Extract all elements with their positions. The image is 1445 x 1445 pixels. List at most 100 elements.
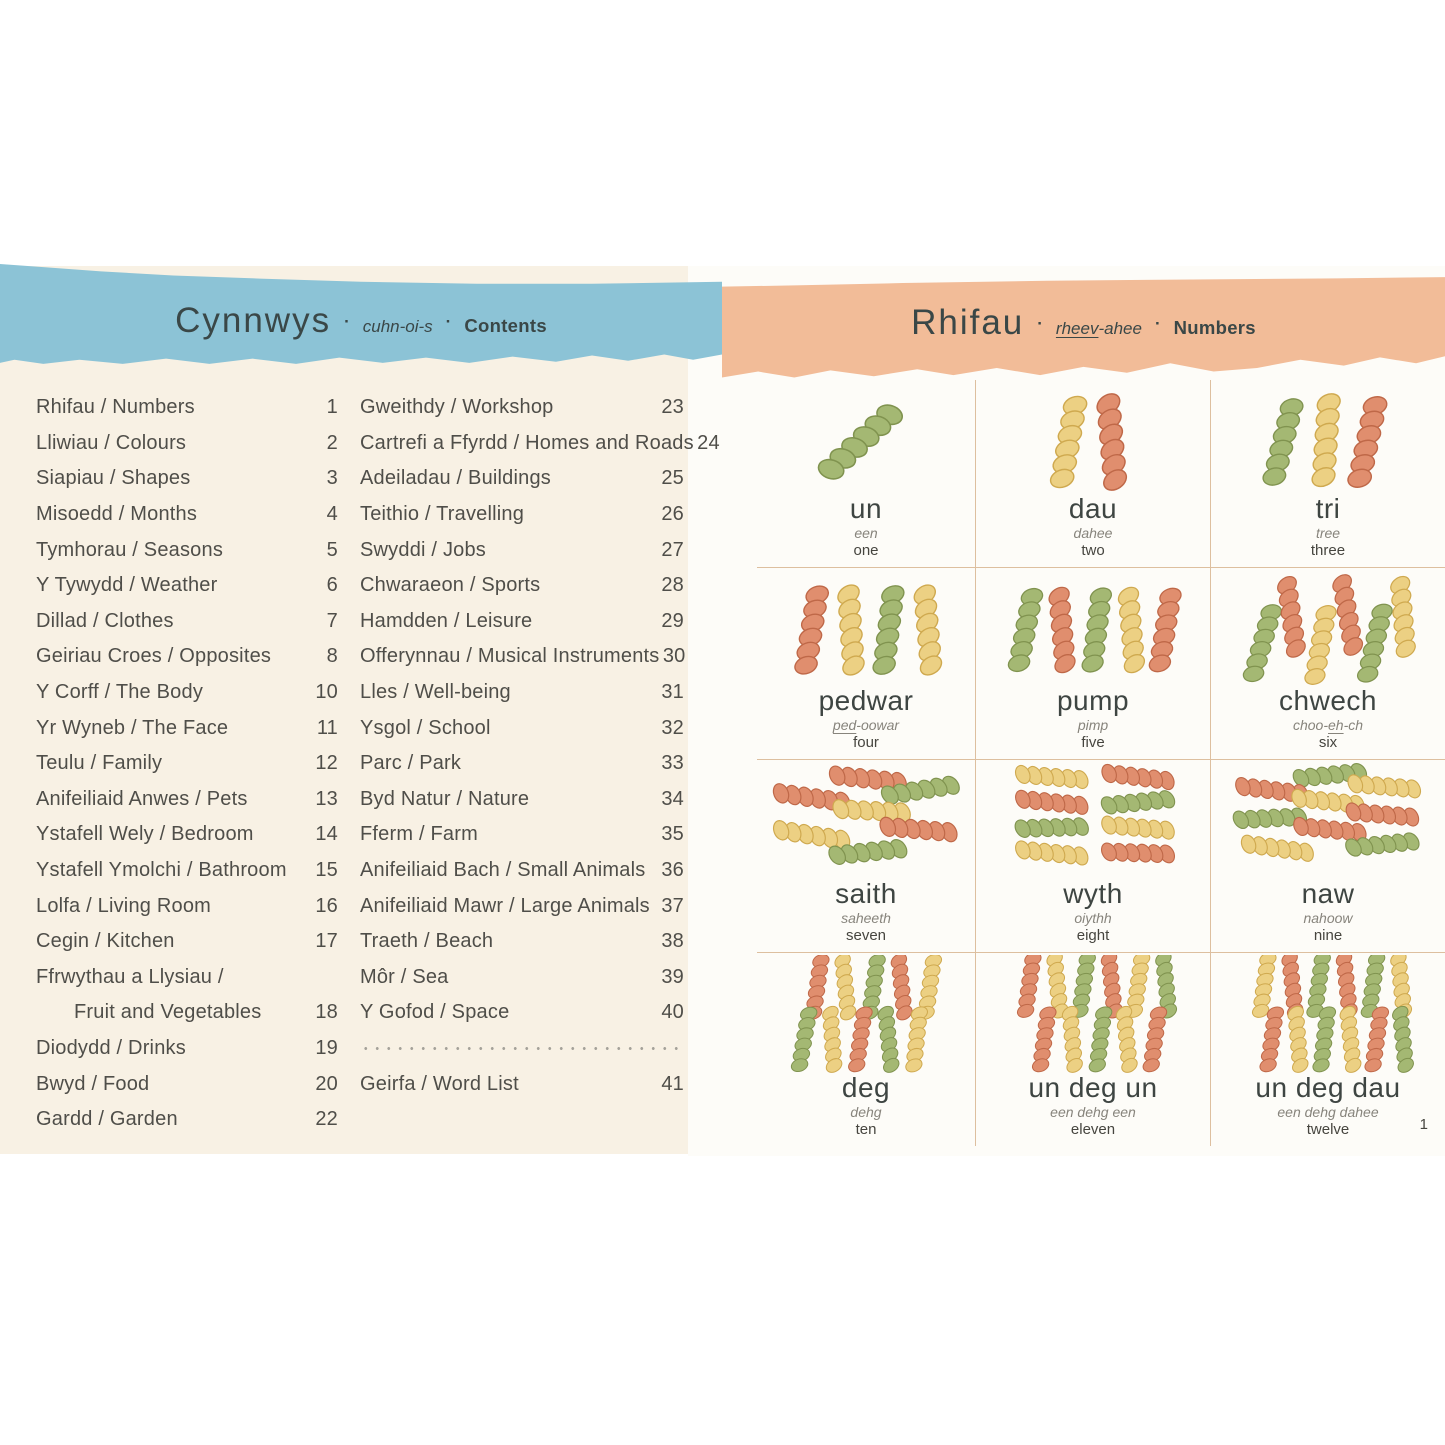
pronunciation-segment: een dehg een [1050, 1104, 1136, 1120]
welsh-word: un [849, 493, 883, 524]
number-labels: pedwar ped-oowar four [757, 686, 975, 752]
toc-item-label: Cegin / Kitchen [36, 930, 175, 953]
toc-item-page-number: 15 [315, 859, 338, 882]
pronunciation-segment: -ahee [1098, 319, 1142, 338]
left-page-background [0, 266, 688, 1154]
toc-item-label: Siapiau / Shapes [36, 467, 191, 490]
pronunciation: een [757, 524, 975, 542]
toc-item-label: Lolfa / Living Room [36, 894, 212, 917]
pronunciation-segment: choo- [1292, 717, 1328, 733]
number-labels: chwech choo-eh-ch six [1211, 686, 1445, 752]
toc-item: Geiriau Croes / Opposites 8 [36, 639, 338, 675]
toc-item-page-number: 1 [326, 396, 338, 419]
toc-item: Ystafell Wely / Bedroom 14 [36, 817, 338, 853]
toc-item: Offerynnau / Musical Instruments 30 [360, 639, 685, 675]
toc-item: Hamdden / Leisure 29 [360, 604, 684, 640]
toc-item-label: Môr / Sea [360, 965, 449, 988]
toc-item-label: Gweithdy / Workshop [360, 396, 554, 419]
toc-item-page-number: 29 [661, 609, 684, 632]
pronunciation-segment: cuhn-oi-s [362, 317, 433, 336]
toc-item: Gweithdy / Workshop 23 [360, 390, 684, 426]
number-labels: naw nahoow nine [1211, 879, 1445, 945]
pronunciation-segment: dahee [1073, 525, 1113, 541]
pronunciation: dehg [757, 1103, 975, 1121]
english-word: two [1081, 542, 1105, 559]
pronunciation-segment: pimp [1077, 717, 1109, 733]
toc-item: Misoedd / Months 4 [36, 497, 338, 533]
toc-item: Fferm / Farm 35 [360, 817, 684, 853]
toc-item: Lliwiau / Colours 2 [36, 426, 338, 462]
numbers-title-pronunciation: rheev-ahee [1056, 319, 1142, 339]
toc-item: Chwaraeon / Sports 28 [360, 568, 684, 604]
toc-item-label: Ystafell Ymolchi / Bathroom [36, 859, 287, 882]
toc-item-label: Geiriau Croes / Opposites [36, 645, 272, 668]
toc-item-page-number: 25 [661, 467, 684, 490]
toc-item-page-number: 26 [661, 503, 684, 526]
toc-item-page-number: 4 [326, 503, 338, 526]
pronunciation: choo-eh-ch [1211, 716, 1445, 734]
toc-item-label: Bwyd / Food [36, 1072, 150, 1095]
contents-title-pronunciation: cuhn-oi-s [363, 317, 433, 337]
toc-item-page-number: 14 [315, 823, 338, 846]
toc-item-label: Hamdden / Leisure [360, 609, 533, 632]
toc-item-page-number: 34 [661, 787, 684, 810]
toc-item-label: Byd Natur / Nature [360, 787, 530, 810]
toc-item: Swyddi / Jobs 27 [360, 532, 684, 568]
toc-item: Cegin / Kitchen 17 [36, 924, 338, 960]
toc-item-label: Anifeiliaid Anwes / Pets [36, 787, 248, 810]
numbers-title-english: Numbers [1173, 317, 1256, 338]
toc-column-1: Rhifau / Numbers 1 Lliwiau / Colours 2 Siapi… [36, 390, 338, 1137]
toc-item: Gardd / Garden 22 [36, 1102, 338, 1138]
toc-item-page-number: 31 [661, 681, 684, 704]
toc-item-page-number: 16 [315, 894, 338, 917]
fusilli-pasta-illustration [772, 765, 960, 865]
english-word: four [853, 734, 879, 751]
toc-item: Ysgol / School 32 [360, 710, 684, 746]
toc-item-label: Ystafell Wely / Bedroom [36, 823, 254, 846]
toc-item-label: Tymhorau / Seasons [36, 538, 224, 561]
number-labels: un deg dau een dehg dahee twelve [1211, 1073, 1445, 1139]
fusilli-pasta-illustration [1049, 393, 1128, 491]
fusilli-pasta-illustration [1251, 955, 1414, 1073]
toc-item: Fruit and Vegetables 18 [36, 995, 338, 1031]
toc-item-page-number: 39 [661, 965, 684, 988]
toc-item-label: Fferm / Farm [360, 823, 478, 846]
fusilli-pasta-illustration [817, 404, 903, 480]
toc-item-page-number: 11 [316, 716, 338, 739]
number-cell-six: chwech choo-eh-ch six [1211, 568, 1445, 760]
dot-separator-icon: · [344, 312, 350, 331]
toc-item-page-number: 5 [326, 538, 338, 561]
pronunciation-segment: rheev [1055, 319, 1099, 338]
fusilli-pasta-illustration [1016, 955, 1178, 1073]
number-cell-eight: wyth oiythh eight [976, 760, 1211, 953]
toc-item: Ffrwythau a Llysiau / [36, 960, 338, 996]
toc-item-page-number: 36 [661, 859, 684, 882]
pronunciation: dahee [976, 524, 1210, 542]
english-word: eleven [1070, 1121, 1116, 1138]
toc-item-page-number: 33 [661, 752, 684, 775]
toc-item: Diodydd / Drinks 19 [36, 1031, 338, 1067]
english-word: five [1081, 734, 1105, 751]
pronunciation-segment: dehg [850, 1104, 882, 1120]
number-labels: dau dahee two [976, 494, 1210, 560]
toc-item-page-number: 20 [315, 1072, 338, 1095]
contents-title-english: Contents [464, 315, 547, 336]
toc-item-page-number: 41 [661, 1072, 684, 1095]
toc-item-label: Swyddi / Jobs [360, 538, 486, 561]
toc-item-label: Teulu / Family [36, 752, 163, 775]
number-labels: saith saheeth seven [757, 879, 975, 945]
toc-item-label: Rhifau / Numbers [36, 396, 195, 419]
pronunciation-segment: -oowar [856, 717, 900, 733]
english-word: six [1318, 734, 1338, 751]
number-labels: tri tree three [1211, 494, 1445, 560]
toc-item-page-number: 2 [326, 431, 338, 454]
toc-item: Dillad / Clothes 7 [36, 604, 338, 640]
toc-item-label: Lliwiau / Colours [36, 431, 187, 454]
toc-item-page-number: 24 [697, 431, 720, 454]
number-cell-three: tri tree three [1211, 380, 1445, 568]
toc-item-page-number: 19 [315, 1036, 338, 1059]
toc-item-label: Yr Wyneb / The Face [36, 716, 229, 739]
contents-title-welsh: Cynnwys [175, 301, 332, 340]
welsh-word: un deg dau [1255, 1072, 1401, 1103]
toc-item-page-number: 10 [315, 681, 338, 704]
